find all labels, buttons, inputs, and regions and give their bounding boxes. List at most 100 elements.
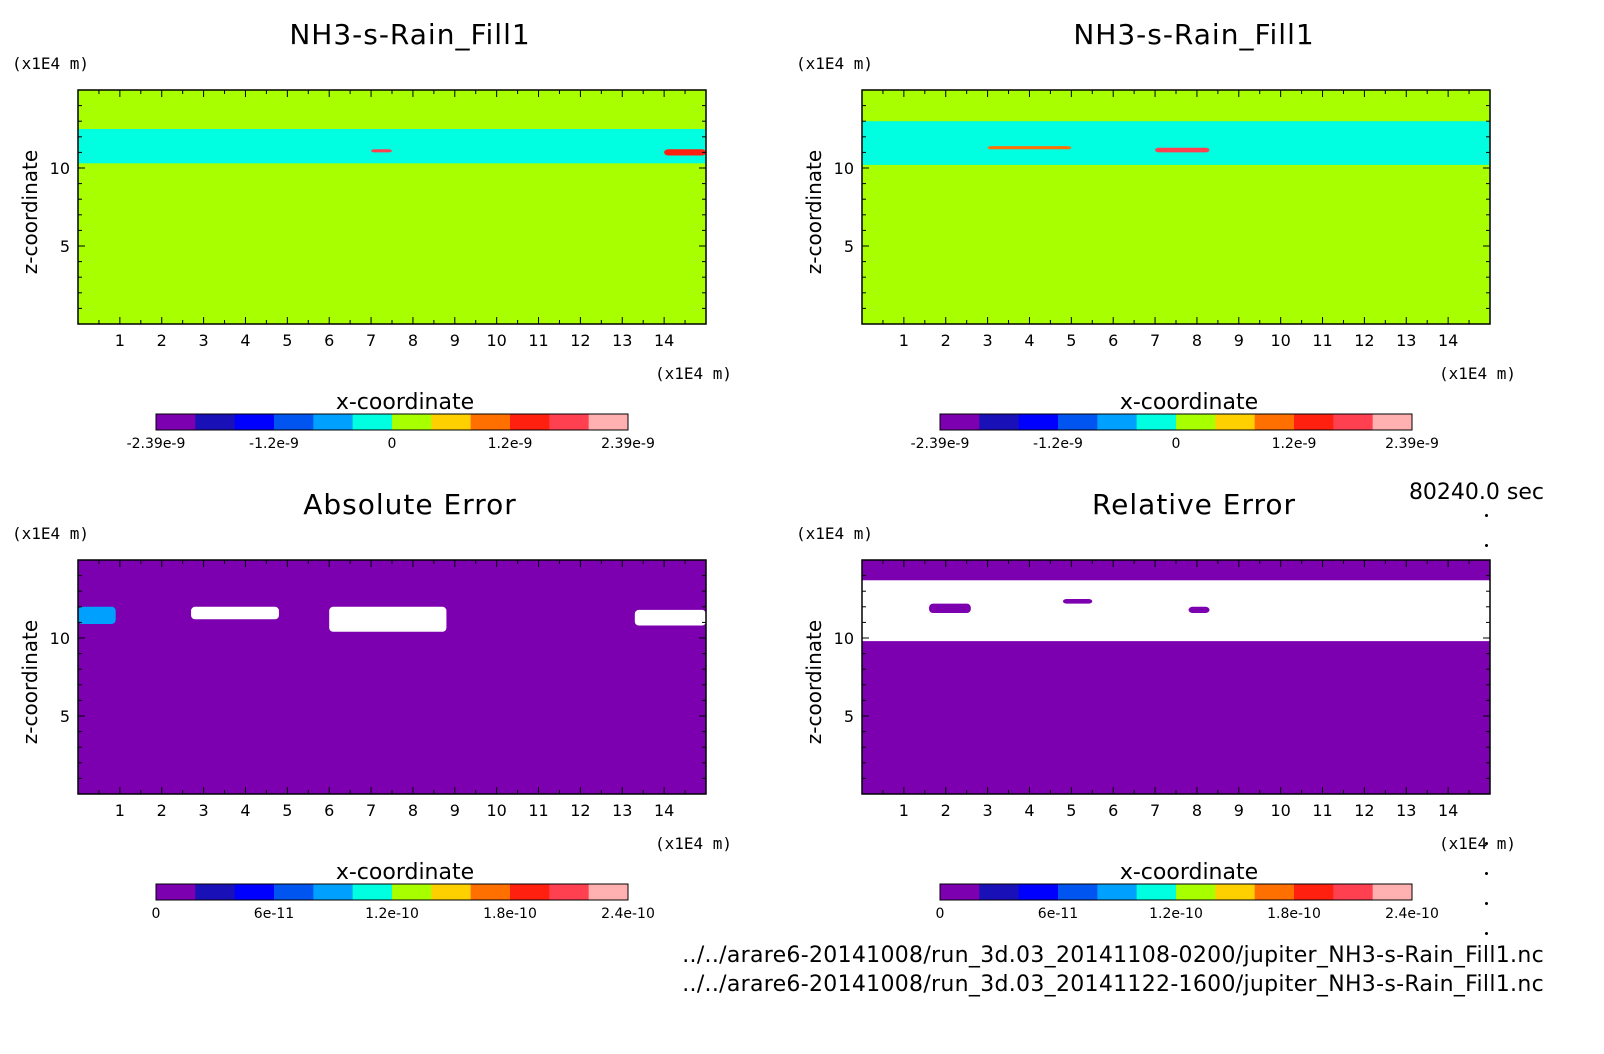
colorbar-swatch bbox=[274, 414, 314, 430]
colorbar-swatch bbox=[1372, 884, 1413, 900]
colorbar-label: 0 bbox=[936, 906, 945, 922]
x-tick-label: 13 bbox=[612, 801, 632, 820]
x-tick-label: 7 bbox=[1150, 801, 1160, 820]
y-tick-label: 5 bbox=[60, 237, 70, 256]
x-tick-label: 5 bbox=[282, 801, 292, 820]
x-tick-label: 4 bbox=[1024, 331, 1034, 350]
heatmap-feature bbox=[664, 149, 706, 156]
colorbar-swatch bbox=[549, 414, 590, 430]
x-tick-label: 6 bbox=[1108, 331, 1118, 350]
x-axis-label: x-coordinate bbox=[335, 860, 475, 885]
x-tick-label: 7 bbox=[1150, 331, 1160, 350]
panel-top-left: NH3-s-Rain_Fill1 (x1E4 m) z-coordinate (… bbox=[0, 0, 800, 480]
colorbar-swatch bbox=[1254, 884, 1295, 900]
colorbar-frame bbox=[155, 413, 629, 431]
colorbar-swatch bbox=[1097, 414, 1138, 430]
colorbar-swatch bbox=[510, 884, 550, 900]
y-tick-label: 10 bbox=[834, 159, 854, 178]
heatmap-feature bbox=[928, 603, 971, 614]
colorbar-swatch bbox=[234, 414, 275, 430]
x-tick-label: 9 bbox=[450, 331, 460, 350]
colorbar-swatch bbox=[549, 884, 590, 900]
colorbar-swatch bbox=[392, 884, 432, 900]
colorbar-swatch bbox=[1372, 414, 1413, 430]
y-tick-label: 10 bbox=[834, 629, 854, 648]
x-tick-label: 6 bbox=[1108, 801, 1118, 820]
x-tick-label: 12 bbox=[1354, 331, 1374, 350]
x-tick-label: 5 bbox=[282, 331, 292, 350]
colorbar-swatch bbox=[195, 414, 236, 430]
x-tick-label: 2 bbox=[157, 331, 167, 350]
x-tick-label: 13 bbox=[612, 331, 632, 350]
y-unit-label: (x1E4 m) bbox=[12, 54, 90, 73]
x-tick-label: 7 bbox=[366, 331, 376, 350]
x-tick-label: 8 bbox=[408, 801, 418, 820]
colorbar-swatch bbox=[1254, 414, 1295, 430]
y-unit-label: (x1E4 m) bbox=[12, 524, 90, 543]
x-tick-label: 10 bbox=[486, 331, 506, 350]
x-tick-label: 14 bbox=[654, 331, 674, 350]
x-tick-label: 1 bbox=[115, 801, 125, 820]
colorbar-label: -1.2e-9 bbox=[249, 436, 299, 452]
heatmap-band bbox=[78, 129, 706, 164]
file-path-2: ../../arare6-20141008/run_3d.03_20141122… bbox=[682, 972, 1544, 997]
x-axis-label: x-coordinate bbox=[335, 390, 475, 415]
panel-title: Relative Error bbox=[1091, 488, 1297, 521]
colorbar-swatch bbox=[1215, 414, 1256, 430]
colorbar-label: -2.39e-9 bbox=[127, 436, 186, 452]
x-tick-label: 9 bbox=[1234, 331, 1244, 350]
colorbar-label: 0 bbox=[152, 906, 161, 922]
heatmap-feature bbox=[1188, 606, 1210, 614]
x-tick-label: 8 bbox=[1192, 801, 1202, 820]
decorative-dot bbox=[1485, 544, 1488, 547]
x-tick-label: 12 bbox=[570, 331, 590, 350]
heatmap-feature bbox=[191, 606, 279, 620]
y-unit-label: (x1E4 m) bbox=[796, 524, 874, 543]
x-tick-label: 3 bbox=[983, 801, 993, 820]
x-unit-label: (x1E4 m) bbox=[655, 364, 733, 383]
x-tick-label: 4 bbox=[240, 331, 250, 350]
colorbar-swatch bbox=[940, 414, 980, 430]
x-tick-label: 6 bbox=[324, 331, 334, 350]
colorbar-label: 2.4e-10 bbox=[601, 906, 655, 922]
colorbar-frame bbox=[939, 413, 1413, 431]
y-tick-label: 10 bbox=[50, 629, 70, 648]
colorbar-swatch bbox=[1097, 884, 1138, 900]
panel-bottom-left: Absolute Error (x1E4 m) z-coordinate (x1… bbox=[0, 470, 800, 950]
colorbar-swatch bbox=[1215, 884, 1256, 900]
x-tick-label: 8 bbox=[1192, 331, 1202, 350]
file-path-1: ../../arare6-20141008/run_3d.03_20141108… bbox=[682, 943, 1544, 968]
colorbar-swatch bbox=[1333, 884, 1374, 900]
colorbar-swatch bbox=[470, 884, 511, 900]
x-tick-label: 3 bbox=[199, 331, 209, 350]
colorbar-swatch bbox=[156, 414, 196, 430]
colorbar-label: 2.39e-9 bbox=[601, 436, 655, 452]
y-tick-label: 5 bbox=[60, 707, 70, 726]
colorbar-label: 0 bbox=[1172, 436, 1181, 452]
colorbar-label: 0 bbox=[388, 436, 397, 452]
x-tick-label: 10 bbox=[1270, 331, 1290, 350]
colorbar-label: 1.8e-10 bbox=[483, 906, 537, 922]
decorative-dot bbox=[1485, 932, 1488, 935]
colorbar-swatch bbox=[588, 884, 629, 900]
colorbar-swatch bbox=[510, 414, 550, 430]
x-tick-label: 12 bbox=[1354, 801, 1374, 820]
decorative-dot bbox=[1485, 514, 1488, 517]
x-tick-label: 4 bbox=[1024, 801, 1034, 820]
x-tick-label: 1 bbox=[899, 801, 909, 820]
heatmap-feature bbox=[371, 149, 392, 153]
panel-title: NH3-s-Rain_Fill1 bbox=[1073, 18, 1315, 51]
colorbar-swatch bbox=[1058, 414, 1098, 430]
x-tick-label: 1 bbox=[115, 331, 125, 350]
time-label: 80240.0 sec bbox=[1408, 480, 1544, 505]
colorbar-frame bbox=[939, 883, 1413, 901]
x-tick-label: 2 bbox=[941, 801, 951, 820]
x-tick-label: 13 bbox=[1396, 801, 1416, 820]
x-unit-label: (x1E4 m) bbox=[1439, 834, 1517, 853]
decorative-dot bbox=[1485, 902, 1488, 905]
heatmap-feature bbox=[634, 609, 706, 626]
colorbar-swatch bbox=[234, 884, 275, 900]
